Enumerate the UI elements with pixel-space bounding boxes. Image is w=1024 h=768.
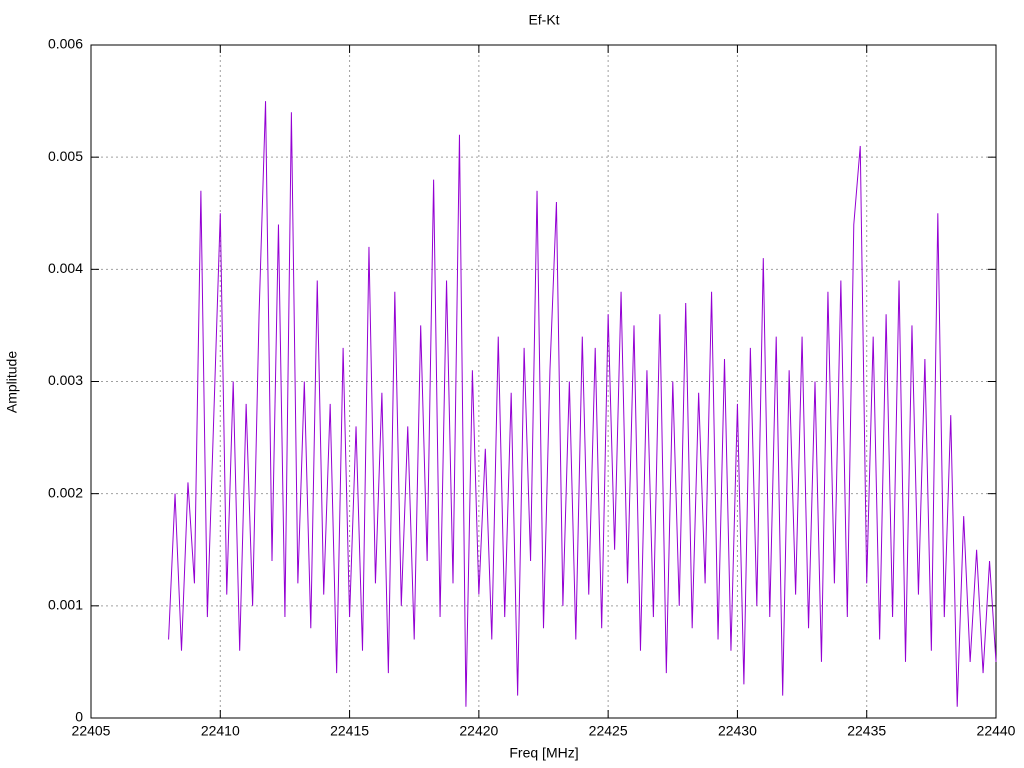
- y-tick-label: 0.004: [48, 260, 83, 276]
- y-axis-label: Amplitude: [4, 351, 20, 413]
- x-tick-label: 22405: [72, 723, 111, 739]
- y-tick-label: 0: [75, 709, 83, 725]
- x-tick-label: 22420: [459, 723, 498, 739]
- x-tick-label: 22440: [977, 723, 1016, 739]
- y-tick-label: 0.002: [48, 484, 83, 500]
- x-tick-label: 22435: [847, 723, 886, 739]
- y-tick-label: 0.005: [48, 148, 83, 164]
- x-tick-label: 22425: [589, 723, 628, 739]
- chart-title: Ef-Kt: [528, 12, 559, 28]
- y-tick-label: 0.006: [48, 36, 83, 52]
- x-tick-label: 22415: [330, 723, 369, 739]
- plot-border: [90, 44, 997, 719]
- y-tick-label: 0.003: [48, 372, 83, 388]
- x-tick-label: 22410: [201, 723, 240, 739]
- y-tick-label: 0.001: [48, 597, 83, 613]
- data-line: [168, 101, 997, 707]
- x-axis-label: Freq [MHz]: [509, 745, 578, 761]
- x-tick-label: 22430: [718, 723, 757, 739]
